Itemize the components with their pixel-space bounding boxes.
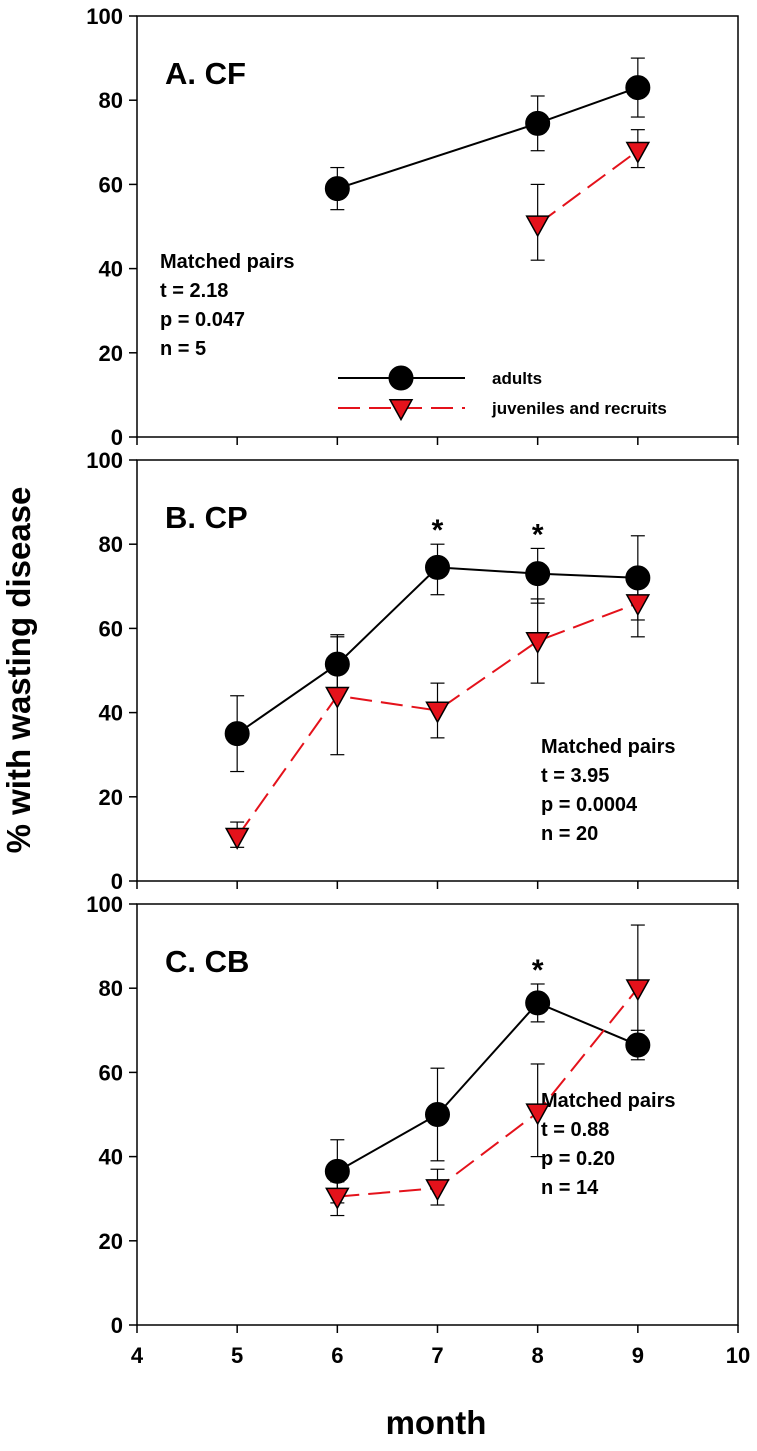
y-tick-label: 40	[99, 701, 123, 726]
y-tick-label: 0	[111, 425, 123, 450]
adult-point	[425, 554, 450, 580]
stats-line: p = 0.0004	[541, 794, 638, 816]
significance-star: *	[532, 954, 544, 987]
x-tick-label: 5	[231, 1343, 243, 1368]
y-tick-label: 20	[99, 785, 123, 810]
y-tick-label: 0	[111, 1313, 123, 1338]
series-adults	[324, 983, 651, 1204]
y-tick-label: 80	[99, 88, 123, 113]
y-tick-label: 40	[99, 1145, 123, 1170]
legend-juveniles-marker	[388, 399, 414, 422]
adult-point	[625, 75, 651, 101]
juvenile-point	[525, 215, 550, 238]
significance-star: *	[432, 514, 444, 547]
y-tick-label: 40	[99, 257, 123, 282]
y-tick-label: 20	[99, 1229, 123, 1254]
juvenile-point	[325, 686, 350, 709]
stats-line: n = 14	[541, 1177, 599, 1199]
y-tick-label: 100	[86, 448, 123, 473]
stats-line: n = 5	[160, 338, 206, 360]
series-juveniles	[325, 924, 651, 1217]
y-tick-label: 100	[86, 892, 123, 917]
stats-line: n = 20	[541, 823, 598, 845]
x-tick-label: 4	[131, 1343, 144, 1368]
y-tick-label: 60	[99, 172, 123, 197]
panel-title: C. CB	[165, 944, 249, 979]
adult-point	[525, 990, 551, 1016]
x-tick-label: 7	[431, 1343, 443, 1368]
juvenile-point	[625, 141, 651, 164]
x-axis-title: month	[386, 1404, 487, 1441]
y-tick-label: 100	[86, 4, 123, 29]
y-tick-label: 60	[99, 616, 123, 641]
adult-point	[324, 176, 350, 202]
stats-line: p = 0.20	[541, 1148, 615, 1170]
panel-1: 0 20 40 60 80 100 A. CF Matched pairs t = 2.18 p …	[86, 4, 739, 450]
juvenile-point	[625, 594, 651, 617]
stats-line: Matched pairs	[541, 1090, 675, 1112]
juveniles-line	[537, 149, 639, 226]
panel-title: B. CP	[165, 500, 248, 535]
stats-line: t = 2.18	[160, 280, 228, 302]
stats-line: Matched pairs	[541, 736, 675, 758]
x-tick-label: 9	[632, 1343, 644, 1368]
series-adults	[324, 57, 651, 211]
juvenile-point	[325, 1187, 350, 1210]
y-tick-label: 80	[99, 532, 123, 557]
y-tick-label: 0	[111, 869, 123, 894]
legend-juveniles-label: juveniles and recruits	[491, 399, 667, 418]
juveniles-line	[337, 987, 639, 1198]
adult-point	[525, 110, 551, 136]
adults-line	[336, 1001, 639, 1173]
juvenile-point	[525, 1103, 550, 1126]
legend: adults juveniles and recruits	[338, 365, 667, 422]
legend-adults-label: adults	[492, 369, 542, 388]
adult-point	[224, 721, 250, 747]
panel-title: A. CF	[165, 56, 246, 91]
series-juveniles	[224, 585, 651, 850]
stats-line: t = 3.95	[541, 765, 609, 787]
adults-line	[337, 86, 639, 190]
series-juveniles	[525, 129, 651, 261]
juvenile-point	[625, 979, 651, 1002]
x-tick-label: 8	[532, 1343, 544, 1368]
juvenile-point	[224, 827, 250, 850]
panel-3: 0 20 40 60 80 100 4 5 6 7 8 9 10 C. CB Matched pairs t …	[86, 892, 750, 1368]
x-tick-label: 6	[331, 1343, 343, 1368]
y-axis-title: % with wasting disease	[0, 487, 37, 854]
y-tick-label: 80	[99, 976, 123, 1001]
legend-adults-marker	[388, 365, 414, 391]
adult-point	[324, 1158, 350, 1184]
juvenile-point	[425, 701, 450, 724]
stats-line: p = 0.047	[160, 309, 245, 331]
y-tick-label: 60	[99, 1060, 123, 1085]
panel-2: 0 20 40 60 80 100 B. CP Matched pairs t = 3.95 p …	[86, 448, 739, 894]
juvenile-point	[425, 1179, 450, 1202]
adult-point	[525, 561, 551, 587]
juvenile-point	[525, 632, 550, 655]
significance-star: *	[532, 518, 544, 551]
stats-line: Matched pairs	[160, 251, 294, 273]
stats-line: t = 0.88	[541, 1119, 609, 1141]
x-tick-label: 10	[726, 1343, 750, 1368]
adult-point	[425, 1102, 450, 1127]
y-tick-label: 20	[99, 341, 123, 366]
